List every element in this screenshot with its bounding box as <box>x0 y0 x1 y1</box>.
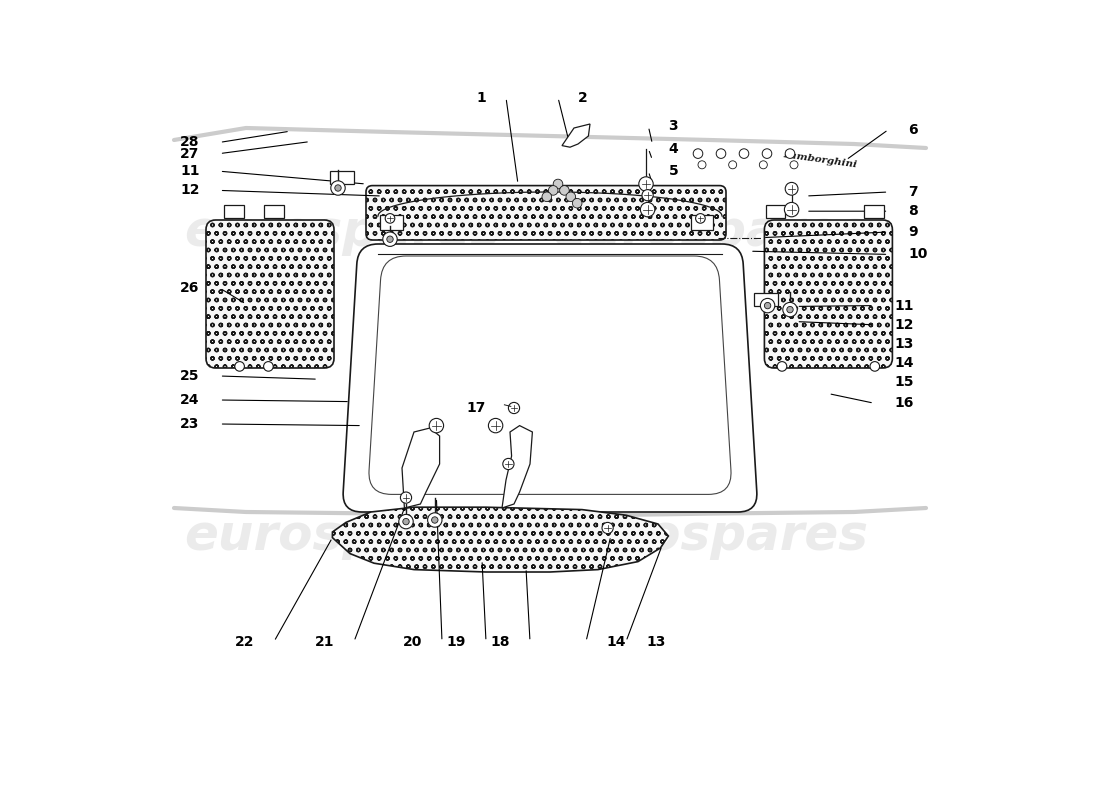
Text: 14: 14 <box>894 356 913 370</box>
Bar <box>224 205 243 218</box>
Text: 17: 17 <box>466 401 486 415</box>
Text: eurospares: eurospares <box>184 512 500 560</box>
Text: 16: 16 <box>894 396 913 410</box>
Bar <box>766 205 785 218</box>
PathPatch shape <box>343 244 757 512</box>
Text: eurospares: eurospares <box>552 208 868 256</box>
Text: 9: 9 <box>909 225 918 239</box>
Circle shape <box>739 149 749 158</box>
Text: 10: 10 <box>909 247 927 262</box>
Circle shape <box>786 306 793 313</box>
Bar <box>264 205 284 218</box>
Text: 11: 11 <box>894 298 913 313</box>
Bar <box>754 293 778 306</box>
FancyBboxPatch shape <box>206 220 334 368</box>
Circle shape <box>428 513 442 527</box>
Text: eurospares: eurospares <box>184 208 500 256</box>
Text: 28: 28 <box>180 135 199 150</box>
Circle shape <box>760 298 774 313</box>
Polygon shape <box>562 124 590 147</box>
Circle shape <box>553 179 563 189</box>
Text: 21: 21 <box>315 634 334 649</box>
Text: 27: 27 <box>180 146 199 161</box>
Text: 20: 20 <box>403 634 422 649</box>
Text: 7: 7 <box>909 185 918 199</box>
Circle shape <box>508 402 519 414</box>
FancyBboxPatch shape <box>366 186 726 240</box>
Text: 24: 24 <box>180 393 199 407</box>
Circle shape <box>387 236 393 242</box>
Circle shape <box>790 161 798 169</box>
Circle shape <box>403 518 409 525</box>
Text: 3: 3 <box>669 119 678 134</box>
Circle shape <box>549 186 558 195</box>
Circle shape <box>716 149 726 158</box>
Text: 13: 13 <box>894 337 913 351</box>
Text: 14: 14 <box>606 634 626 649</box>
Text: 25: 25 <box>180 369 199 383</box>
Circle shape <box>785 182 798 195</box>
Text: 12: 12 <box>180 183 199 198</box>
Polygon shape <box>402 428 440 508</box>
Text: 22: 22 <box>234 634 254 649</box>
Circle shape <box>695 214 705 223</box>
Circle shape <box>560 186 569 195</box>
FancyBboxPatch shape <box>764 220 892 368</box>
Text: 18: 18 <box>491 634 510 649</box>
Circle shape <box>400 492 411 503</box>
Circle shape <box>764 302 771 309</box>
Circle shape <box>488 418 503 433</box>
Text: 19: 19 <box>447 634 466 649</box>
Text: 2: 2 <box>578 90 587 105</box>
Bar <box>330 171 354 184</box>
Text: 1: 1 <box>476 90 486 105</box>
Circle shape <box>503 458 514 470</box>
Text: 26: 26 <box>180 281 199 295</box>
Text: 5: 5 <box>669 164 678 178</box>
Text: eurospares: eurospares <box>552 512 868 560</box>
Circle shape <box>234 362 244 371</box>
Circle shape <box>431 517 438 523</box>
Circle shape <box>566 192 575 202</box>
Bar <box>381 215 403 230</box>
Text: 6: 6 <box>909 122 918 137</box>
Circle shape <box>602 522 613 534</box>
Circle shape <box>429 418 443 433</box>
Circle shape <box>264 362 273 371</box>
Circle shape <box>334 185 341 191</box>
Circle shape <box>870 362 880 371</box>
Text: 12: 12 <box>894 318 913 332</box>
Circle shape <box>778 362 786 371</box>
Text: 11: 11 <box>180 164 199 178</box>
Circle shape <box>759 161 768 169</box>
Polygon shape <box>332 507 669 572</box>
Circle shape <box>784 202 799 217</box>
Circle shape <box>399 514 414 529</box>
Circle shape <box>783 302 798 317</box>
Text: 4: 4 <box>669 142 678 156</box>
Circle shape <box>642 190 653 201</box>
Bar <box>691 215 713 230</box>
Text: 13: 13 <box>646 634 666 649</box>
Text: 8: 8 <box>909 204 918 218</box>
Circle shape <box>639 177 653 191</box>
Circle shape <box>542 192 551 202</box>
Polygon shape <box>502 426 532 508</box>
Circle shape <box>785 149 795 158</box>
Circle shape <box>572 198 582 208</box>
Circle shape <box>728 161 737 169</box>
Circle shape <box>698 161 706 169</box>
Circle shape <box>762 149 772 158</box>
Bar <box>865 205 883 218</box>
Text: Lamborghini: Lamborghini <box>783 150 858 170</box>
Text: 23: 23 <box>180 417 199 431</box>
Text: 15: 15 <box>894 375 913 390</box>
Circle shape <box>383 232 397 246</box>
Circle shape <box>331 181 345 195</box>
Circle shape <box>640 202 654 217</box>
Circle shape <box>693 149 703 158</box>
Circle shape <box>385 214 395 223</box>
